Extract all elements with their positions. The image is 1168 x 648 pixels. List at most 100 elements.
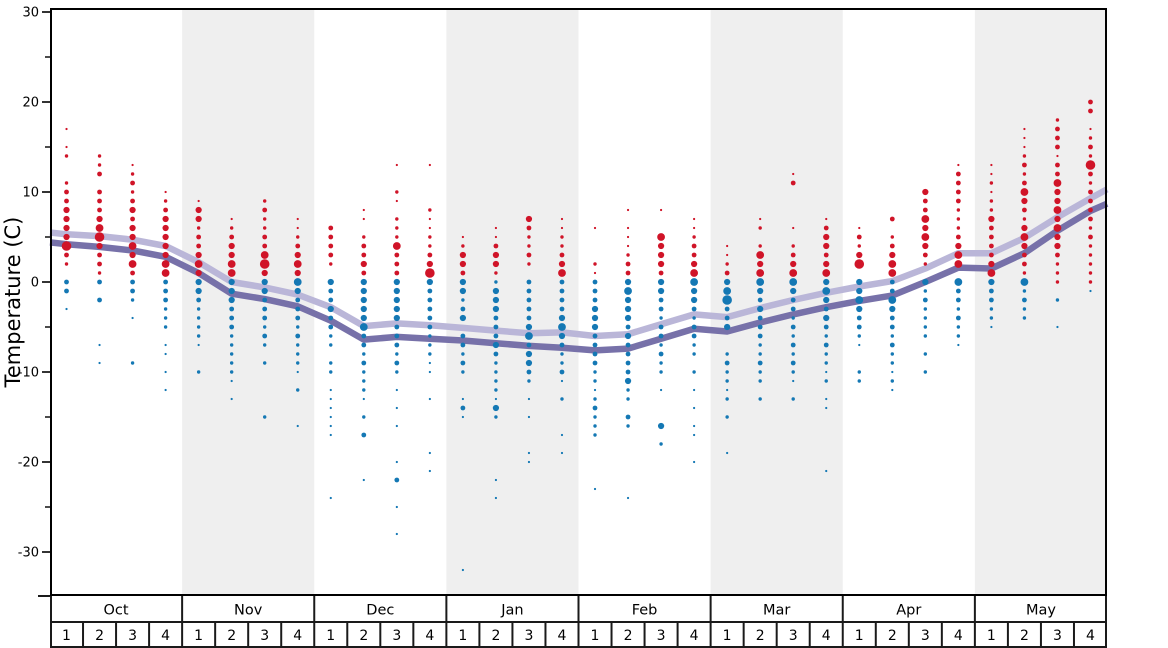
max-temp-dot: [922, 207, 928, 213]
min-temp-dot: [891, 388, 894, 392]
max-temp-dot: [130, 172, 135, 176]
min-temp-dot: [625, 369, 631, 375]
max-temp-dot: [889, 243, 895, 249]
week-number-label: 1: [987, 628, 996, 644]
max-temp-dot: [493, 243, 499, 249]
min-temp-dot: [659, 361, 663, 365]
max-temp-dot: [560, 235, 564, 239]
max-temp-dot: [1055, 262, 1060, 266]
max-temp-dot: [361, 270, 367, 276]
min-temp-dot: [1089, 289, 1092, 293]
max-temp-dot: [260, 251, 269, 259]
max-temp-dot: [1054, 188, 1061, 196]
min-temp-dot: [790, 342, 796, 348]
max-temp-dot: [956, 226, 961, 230]
min-temp-dot: [262, 306, 268, 312]
min-temp-dot: [196, 316, 201, 320]
min-temp-dot: [395, 460, 398, 464]
min-temp-dot: [361, 360, 367, 366]
min-temp-dot: [923, 316, 928, 320]
min-temp-dot: [362, 415, 366, 419]
max-temp-dot: [626, 208, 630, 212]
min-temp-dot: [460, 306, 466, 312]
max-temp-dot: [922, 188, 929, 196]
min-temp-dot: [923, 370, 928, 374]
average-max-line: [49, 186, 1109, 340]
min-temp-dot: [955, 315, 961, 321]
max-temp-dot: [890, 235, 894, 239]
max-temp-dot: [63, 215, 70, 223]
min-temp-dot: [658, 324, 664, 330]
min-temp-dot: [626, 496, 630, 500]
max-temp-dot: [1022, 162, 1027, 168]
min-temp-dot: [526, 279, 532, 285]
min-temp-dot: [230, 379, 233, 383]
min-temp-dot: [658, 333, 664, 339]
max-temp-dot: [63, 224, 70, 232]
max-temp-dot: [1055, 135, 1060, 141]
max-temp-dot: [593, 262, 597, 266]
max-temp-dot: [263, 226, 267, 230]
max-temp-dot: [1088, 171, 1093, 177]
max-temp-dot: [61, 241, 72, 251]
min-temp-dot: [724, 323, 731, 331]
min-temp-dot: [922, 297, 928, 303]
min-temp-dot: [856, 305, 863, 313]
max-temp-dot: [693, 226, 696, 230]
week-number-label: 3: [1053, 628, 1062, 644]
max-temp-dot: [823, 252, 829, 258]
min-temp-dot: [461, 397, 464, 401]
max-temp-dot: [1020, 188, 1029, 196]
max-temp-dot: [130, 198, 135, 204]
min-temp-dot: [394, 477, 400, 483]
max-temp-dot: [228, 242, 235, 250]
week-number-label: 2: [359, 628, 368, 644]
min-temp-dot: [461, 352, 465, 356]
max-temp-dot: [1053, 206, 1062, 214]
min-temp-dot: [428, 352, 432, 356]
min-temp-dot: [592, 342, 598, 348]
max-temp-dot: [162, 251, 169, 259]
min-temp-dot: [724, 306, 730, 312]
min-temp-dot: [888, 296, 897, 304]
min-temp-dot: [889, 315, 895, 321]
min-temp-dot: [758, 370, 762, 374]
min-temp-dot: [659, 370, 663, 374]
month-band-jan: [446, 9, 579, 595]
max-temp-dot: [1055, 271, 1060, 275]
min-temp-dot: [1022, 297, 1027, 303]
max-temp-dot: [65, 127, 68, 131]
week-number-label: 3: [921, 628, 930, 644]
min-temp-dot: [591, 314, 599, 322]
min-temp-dot: [724, 315, 730, 321]
min-temp-dot: [592, 360, 598, 366]
min-temp-dot: [394, 333, 400, 339]
min-temp-dot: [890, 334, 894, 338]
max-temp-dot: [756, 251, 765, 259]
max-temp-dot: [229, 226, 234, 230]
min-temp-dot: [196, 297, 202, 303]
max-temp-dot: [361, 243, 367, 249]
min-temp-dot: [658, 351, 664, 357]
max-temp-dot: [1022, 271, 1027, 275]
min-temp-dot: [262, 333, 268, 339]
min-temp-dot: [657, 278, 665, 286]
min-temp-dot: [492, 404, 500, 412]
min-temp-dot: [164, 370, 167, 374]
min-temp-dot: [560, 397, 564, 401]
min-temp-dot: [558, 314, 566, 322]
min-temp-dot: [197, 343, 200, 347]
min-temp-dot: [295, 306, 301, 312]
min-temp-dot: [492, 296, 500, 304]
max-temp-dot: [1088, 136, 1093, 140]
max-temp-dot: [428, 208, 432, 212]
min-temp-dot: [757, 360, 763, 366]
min-temp-dot: [395, 406, 398, 410]
max-temp-dot: [625, 261, 631, 267]
min-temp-dot: [593, 415, 597, 419]
max-temp-dot: [494, 235, 498, 239]
max-temp-dot: [1022, 172, 1027, 176]
min-temp-dot: [328, 315, 334, 321]
max-temp-dot: [96, 215, 103, 223]
month-label-feb: Feb: [632, 603, 658, 619]
